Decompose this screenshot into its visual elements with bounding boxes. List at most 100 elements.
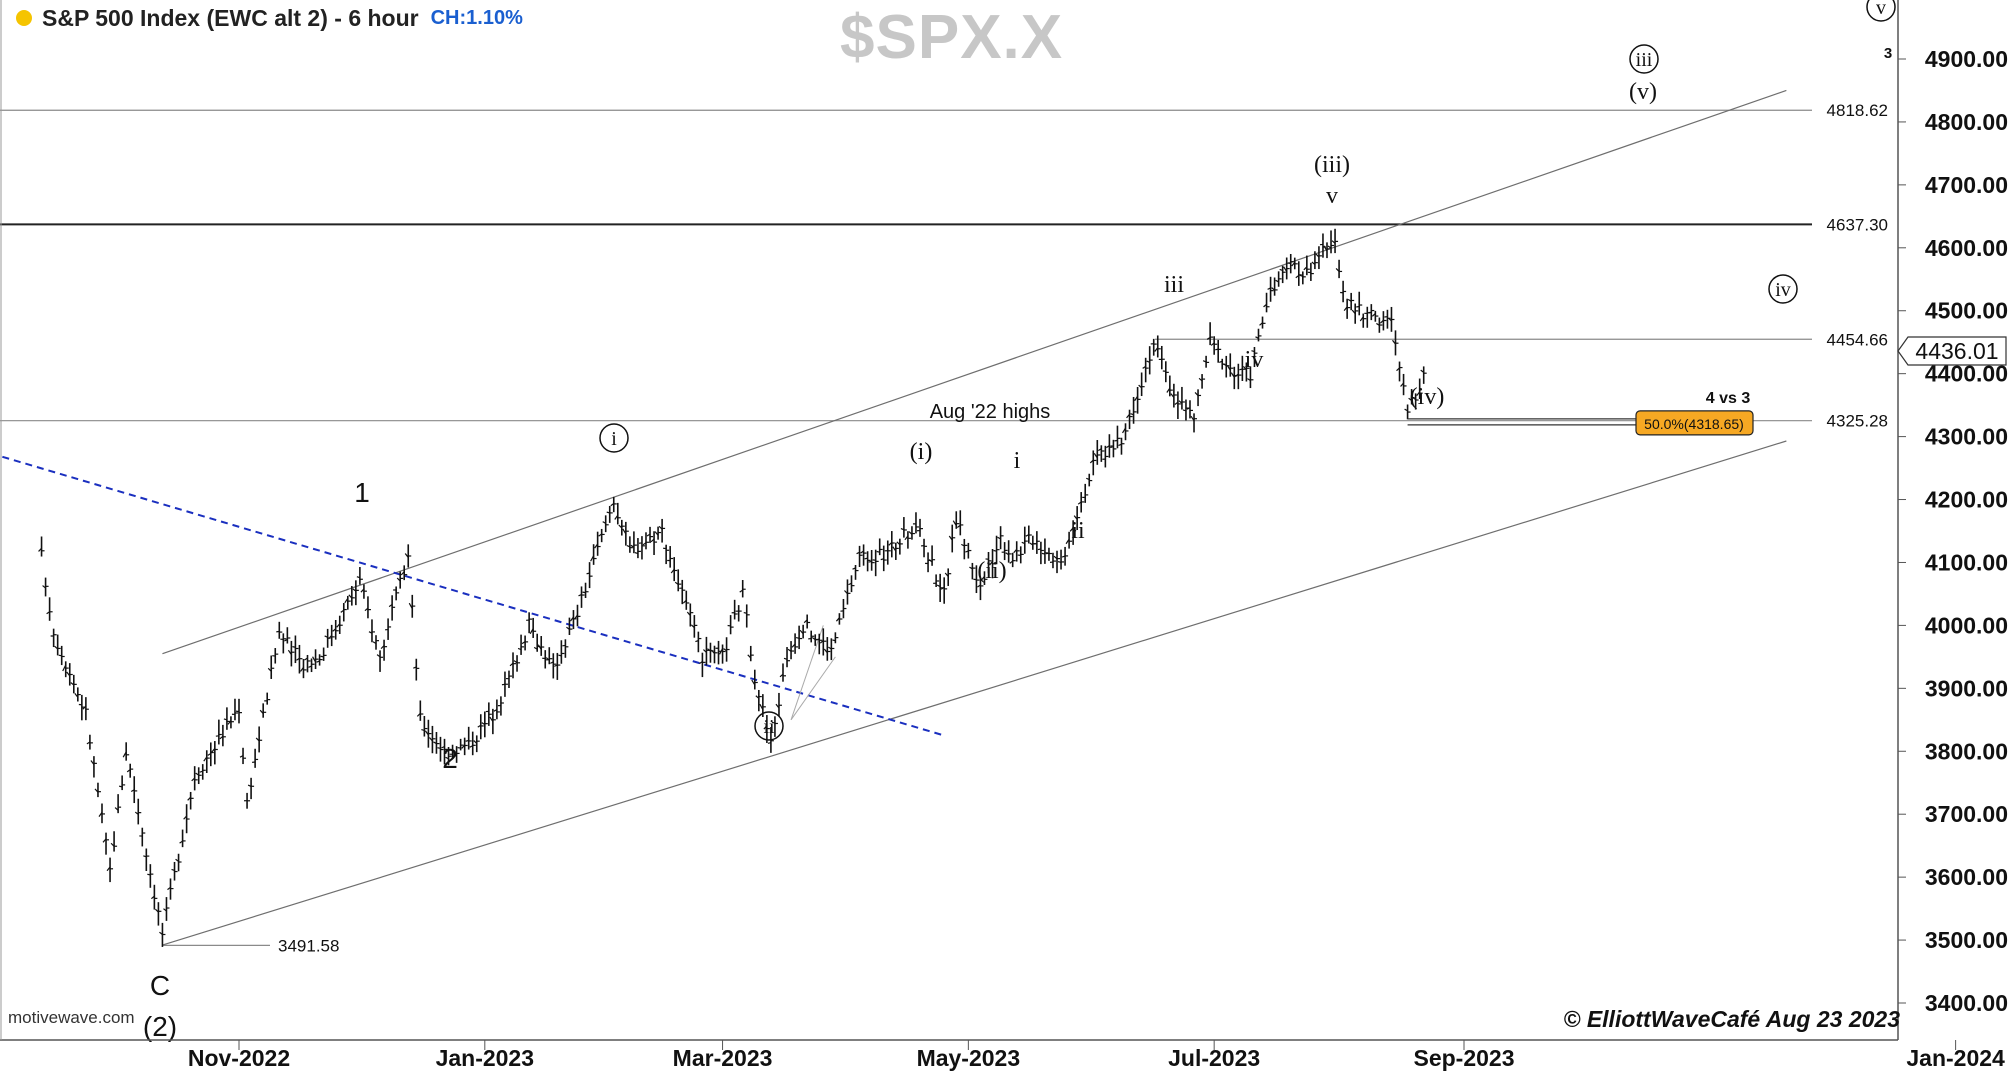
- bar-open: [320, 655, 324, 658]
- ohlc-bar: [356, 567, 363, 585]
- ohlc-bar: [219, 724, 226, 747]
- bar-open: [759, 703, 764, 710]
- wave-label: iv: [1245, 347, 1264, 373]
- chart-title: S&P 500 Index (EWC alt 2) - 6 hour: [42, 4, 419, 31]
- ohlc-bar: [481, 711, 488, 738]
- bar-open: [695, 640, 699, 643]
- price-tick-label: 4300.00: [1925, 424, 2008, 450]
- ohlc-bar: [235, 698, 242, 724]
- bar-open: [74, 693, 79, 698]
- ohlc-bar: [122, 742, 130, 761]
- bar-open: [573, 614, 578, 620]
- ohlc-bar: [46, 597, 53, 621]
- bar-open: [771, 721, 776, 724]
- ohlc-bar: [1049, 552, 1056, 569]
- ohlc-bar: [658, 518, 666, 543]
- bar-open: [1327, 245, 1332, 249]
- minor-wedge-line: [790, 656, 836, 721]
- bar-open: [940, 586, 945, 590]
- bar-open: [1061, 555, 1066, 558]
- ohlc-bar: [1146, 346, 1153, 375]
- bar-open: [602, 521, 606, 524]
- ohlc-bar: [352, 580, 359, 606]
- aug-22-highs-label: Aug '22 highs: [930, 401, 1051, 423]
- wave-labels: C(2)12iii(i)(ii)iiiiiiivv(iii)(iv)iii(v)…: [143, 0, 1896, 1042]
- bar-open: [493, 709, 498, 712]
- ohlc-bar: [376, 650, 384, 672]
- ohlc-bar: [1061, 546, 1069, 566]
- ohlc-bar: [562, 639, 569, 658]
- bar-open: [324, 635, 328, 638]
- ohlc-bar: [308, 658, 315, 673]
- ohlc-bar: [646, 526, 654, 544]
- ohlc-bar: [1114, 425, 1121, 449]
- ohlc-bar: [175, 853, 182, 872]
- ohlc-bar: [920, 538, 928, 558]
- bar-open: [775, 703, 780, 709]
- wave-circle: [1866, 0, 1896, 22]
- bar-open: [711, 649, 715, 654]
- ohlc-bar: [207, 742, 214, 767]
- ohlc-bar: [892, 542, 899, 560]
- ohlc-bar: [1279, 265, 1286, 284]
- bar-open: [856, 551, 860, 555]
- bar-open: [956, 524, 961, 528]
- bar-open: [489, 716, 494, 722]
- bar-open: [590, 555, 595, 562]
- bar-open: [1239, 368, 1243, 371]
- bar-open: [259, 709, 264, 714]
- bar-open: [1343, 306, 1348, 311]
- price-tick-label: 4000.00: [1925, 612, 2008, 638]
- bar-open: [118, 785, 123, 788]
- bar-open: [1118, 443, 1122, 447]
- ohlc-bar: [264, 692, 271, 705]
- ohlc-bar: [956, 510, 964, 536]
- bar-open: [1388, 317, 1392, 322]
- bar-open: [630, 544, 635, 548]
- wave-circle: [754, 711, 784, 741]
- lower-channel-line: [162, 440, 1787, 946]
- bar-open: [1291, 261, 1296, 267]
- ohlc-bar: [630, 531, 637, 554]
- ohlc-bar: [1351, 303, 1359, 324]
- price-tick-label: 3900.00: [1925, 675, 2008, 701]
- ohlc-bar: [1102, 445, 1109, 468]
- ohlc-bar: [50, 628, 57, 648]
- ohlc-bar: [1033, 531, 1040, 554]
- ohlc-bar: [1234, 363, 1242, 390]
- bar-open: [441, 746, 445, 749]
- bar-open: [558, 654, 562, 657]
- bar-open: [606, 511, 610, 514]
- ohlc-bar: [940, 577, 948, 604]
- bar-open: [1190, 415, 1195, 422]
- bar-open: [1154, 347, 1159, 352]
- bar-open: [1376, 322, 1380, 326]
- ohlc-bar: [247, 777, 255, 800]
- bar-open: [864, 557, 868, 560]
- bar-open: [1347, 298, 1352, 302]
- ohlc-bar: [187, 791, 194, 810]
- wave-label: 1: [354, 477, 370, 508]
- bar-open: [783, 657, 788, 660]
- bar-open: [513, 660, 518, 664]
- bar-open: [1037, 548, 1041, 551]
- bar-open: [880, 558, 884, 561]
- ohlc-bar: [1178, 386, 1185, 410]
- ohlc-bar: [622, 521, 629, 546]
- ohlc-bar: [179, 829, 186, 848]
- bar-open: [348, 594, 353, 599]
- ohlc-bar: [147, 864, 154, 888]
- ohlc-bar: [908, 526, 915, 540]
- ohlc-bar: [1021, 526, 1028, 554]
- ohlc-bar: [1319, 233, 1326, 258]
- ohlc-bar: [989, 548, 996, 579]
- bar-open: [1025, 534, 1030, 537]
- ohlc-bar: [54, 634, 61, 656]
- bar-open: [707, 648, 711, 652]
- ohlc-bar: [280, 633, 287, 654]
- ohlc-bar: [134, 798, 142, 825]
- bar-open: [1069, 527, 1074, 532]
- ohlc-bar: [686, 603, 694, 627]
- ohlc-bar: [642, 532, 649, 550]
- bar-open: [948, 535, 953, 541]
